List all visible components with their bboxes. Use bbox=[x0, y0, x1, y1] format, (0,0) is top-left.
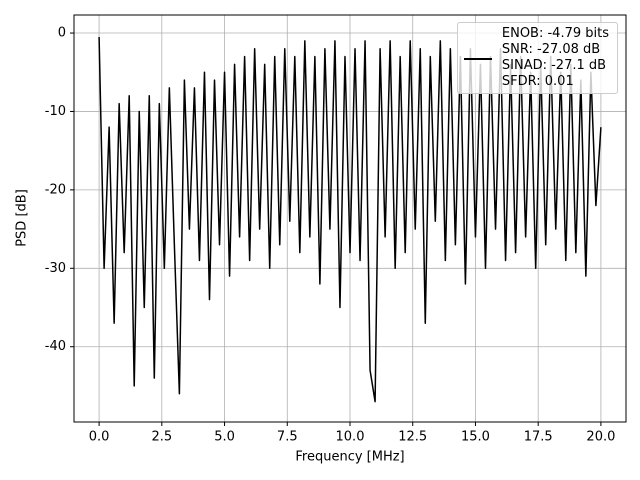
x-tick-label: 0.0 bbox=[89, 430, 110, 445]
x-tick-label: 2.5 bbox=[151, 430, 172, 445]
x-tick-label: 5.0 bbox=[214, 430, 235, 445]
x-tick-label: 7.5 bbox=[277, 430, 298, 445]
y-tick-label: 0 bbox=[58, 26, 66, 41]
y-tick-label: -10 bbox=[45, 104, 66, 119]
y-axis-label: PSD [dB] bbox=[15, 189, 30, 247]
plot-frame bbox=[73, 14, 627, 423]
x-tick-label: 17.5 bbox=[524, 430, 553, 445]
x-axis-label: Frequency [MHz] bbox=[295, 450, 404, 465]
x-tick-label: 12.5 bbox=[398, 430, 427, 445]
legend-line bbox=[463, 58, 492, 60]
data-line bbox=[98, 36, 602, 403]
y-tick-label: -30 bbox=[45, 261, 66, 276]
y-tick-label: -20 bbox=[45, 182, 66, 197]
x-tick-label: 20.0 bbox=[586, 430, 615, 445]
legend-label: ENOB: -4.79 bits SNR: -27.08 dB SINAD: -… bbox=[501, 26, 609, 89]
x-tick-label: 10.0 bbox=[336, 430, 365, 445]
x-tick-label: 15.0 bbox=[461, 430, 490, 445]
y-tick-label: -40 bbox=[45, 339, 66, 354]
legend: ENOB: -4.79 bits SNR: -27.08 dB SINAD: -… bbox=[456, 22, 618, 94]
